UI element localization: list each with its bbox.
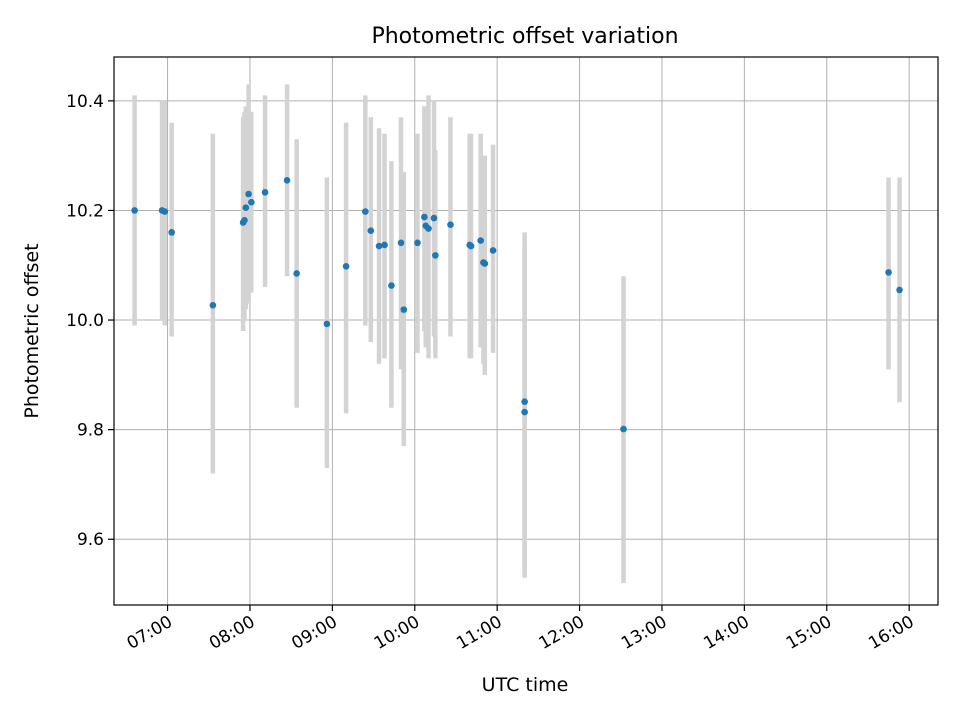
- axes-frame: [113, 56, 939, 606]
- data-point: [283, 177, 291, 184]
- y-tick-label: 9.6: [77, 530, 104, 550]
- data-point: [481, 260, 489, 267]
- data-point: [168, 229, 175, 236]
- data-point: [242, 204, 250, 211]
- y-tick-label: 10.4: [66, 92, 104, 112]
- data-point: [342, 263, 350, 270]
- data-point: [432, 252, 439, 259]
- data-point: [362, 208, 369, 215]
- data-point: [131, 207, 138, 214]
- data-point: [388, 282, 395, 289]
- data-point: [241, 217, 248, 224]
- chart-title: Photometric offset variation: [371, 24, 678, 49]
- data-point: [323, 320, 331, 328]
- data-point: [261, 189, 269, 196]
- data-point: [425, 225, 432, 232]
- data-point: [430, 214, 438, 222]
- x-axis-label: UTC time: [482, 674, 569, 696]
- data-points: [131, 177, 903, 433]
- data-point: [375, 242, 383, 250]
- y-tick-label: 10.0: [66, 311, 104, 331]
- data-point: [381, 241, 388, 249]
- data-point: [467, 242, 475, 250]
- data-point: [447, 221, 454, 228]
- y-tick-label: 10.2: [66, 201, 104, 221]
- data-point: [421, 213, 428, 221]
- data-point: [400, 306, 408, 313]
- data-point: [248, 198, 255, 206]
- data-point: [245, 190, 252, 198]
- data-point: [521, 398, 528, 405]
- data-point: [367, 227, 375, 235]
- data-point: [885, 269, 892, 276]
- data-point: [209, 301, 217, 309]
- data-point: [489, 247, 497, 254]
- y-tick-label: 9.8: [77, 421, 104, 441]
- data-point: [414, 239, 421, 247]
- data-point: [896, 286, 903, 294]
- data-point: [521, 408, 528, 416]
- data-point: [293, 270, 300, 277]
- y-axis-label: Photometric offset: [21, 243, 43, 418]
- data-point: [397, 239, 405, 247]
- data-point: [477, 237, 484, 244]
- data-point: [620, 425, 627, 433]
- data-point: [161, 208, 169, 215]
